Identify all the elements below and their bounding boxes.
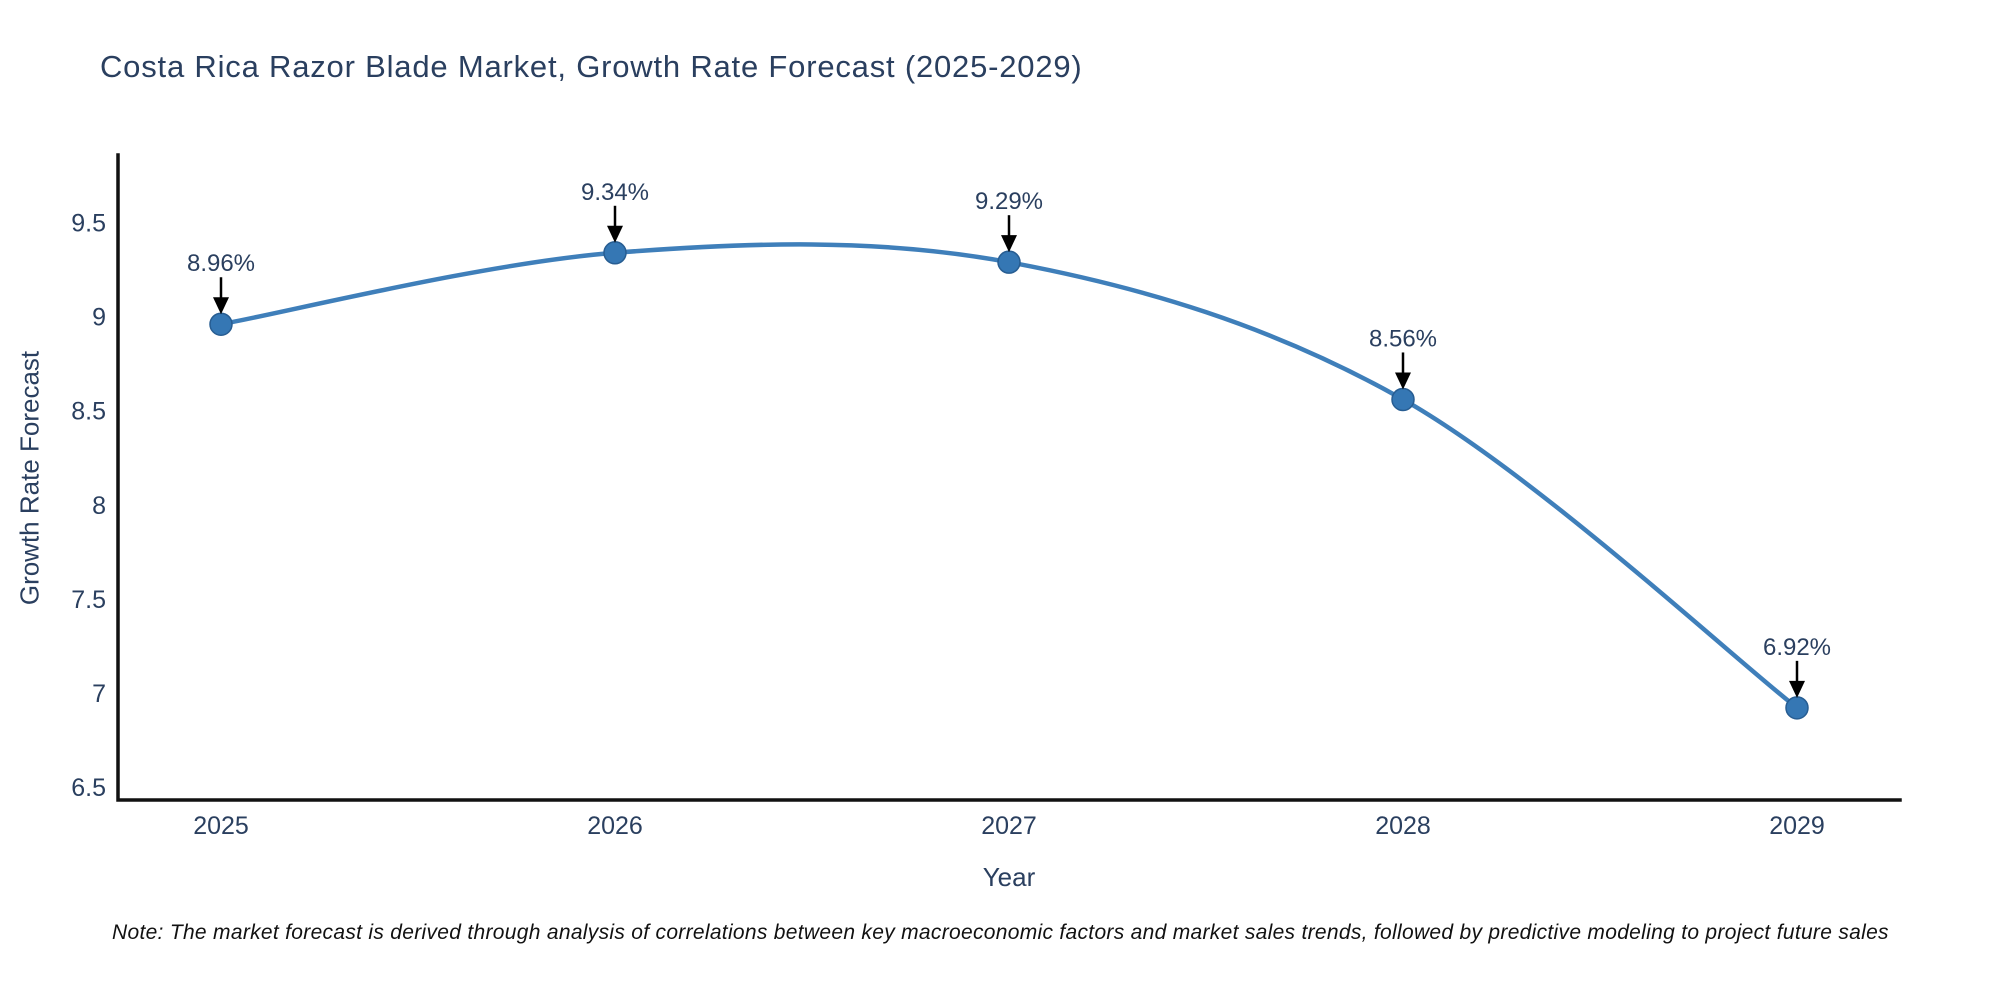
axis-lines	[116, 153, 1902, 802]
y-tick-label: 9	[92, 304, 106, 332]
annotation-arrow-head	[1789, 680, 1805, 698]
y-tick-label: 7.5	[71, 586, 106, 614]
data-point-marker	[603, 241, 627, 265]
data-point-marker	[1785, 696, 1809, 720]
y-tick-label: 8	[92, 492, 106, 520]
annotation-label: 8.56%	[1369, 325, 1437, 352]
chart-title: Costa Rica Razor Blade Market, Growth Ra…	[100, 49, 1083, 84]
y-tick-label: 6.5	[71, 774, 106, 802]
y-tick-label: 8.5	[71, 398, 106, 426]
footnote: Note: The market forecast is derived thr…	[112, 921, 1889, 944]
data-point-marker	[209, 312, 233, 336]
x-tick-label: 2028	[1375, 812, 1431, 840]
x-axis-title: Year	[982, 862, 1036, 892]
data-point-marker	[1391, 387, 1415, 412]
y-axis-title: Growth Rate Forecast	[14, 350, 45, 606]
x-tick-label: 2026	[587, 812, 643, 840]
x-tick-label: 2025	[193, 812, 249, 840]
y-tick-label: 7	[92, 680, 106, 708]
data-point-marker	[997, 250, 1021, 274]
annotation-label: 6.92%	[1763, 634, 1831, 661]
x-tick-label: 2029	[1769, 812, 1825, 840]
annotation-arrow-head	[213, 297, 229, 315]
annotation-arrow-head	[1001, 235, 1017, 253]
annotation-label: 8.96%	[187, 250, 255, 277]
y-tick-label: 9.5	[71, 210, 106, 238]
annotation-arrow-head	[607, 225, 623, 243]
trend-line	[220, 242, 1799, 710]
annotation-label: 9.34%	[581, 179, 649, 206]
x-tick-label: 2027	[981, 812, 1037, 840]
annotation-label: 9.29%	[975, 188, 1043, 215]
annotation-arrow-head	[1395, 372, 1411, 390]
